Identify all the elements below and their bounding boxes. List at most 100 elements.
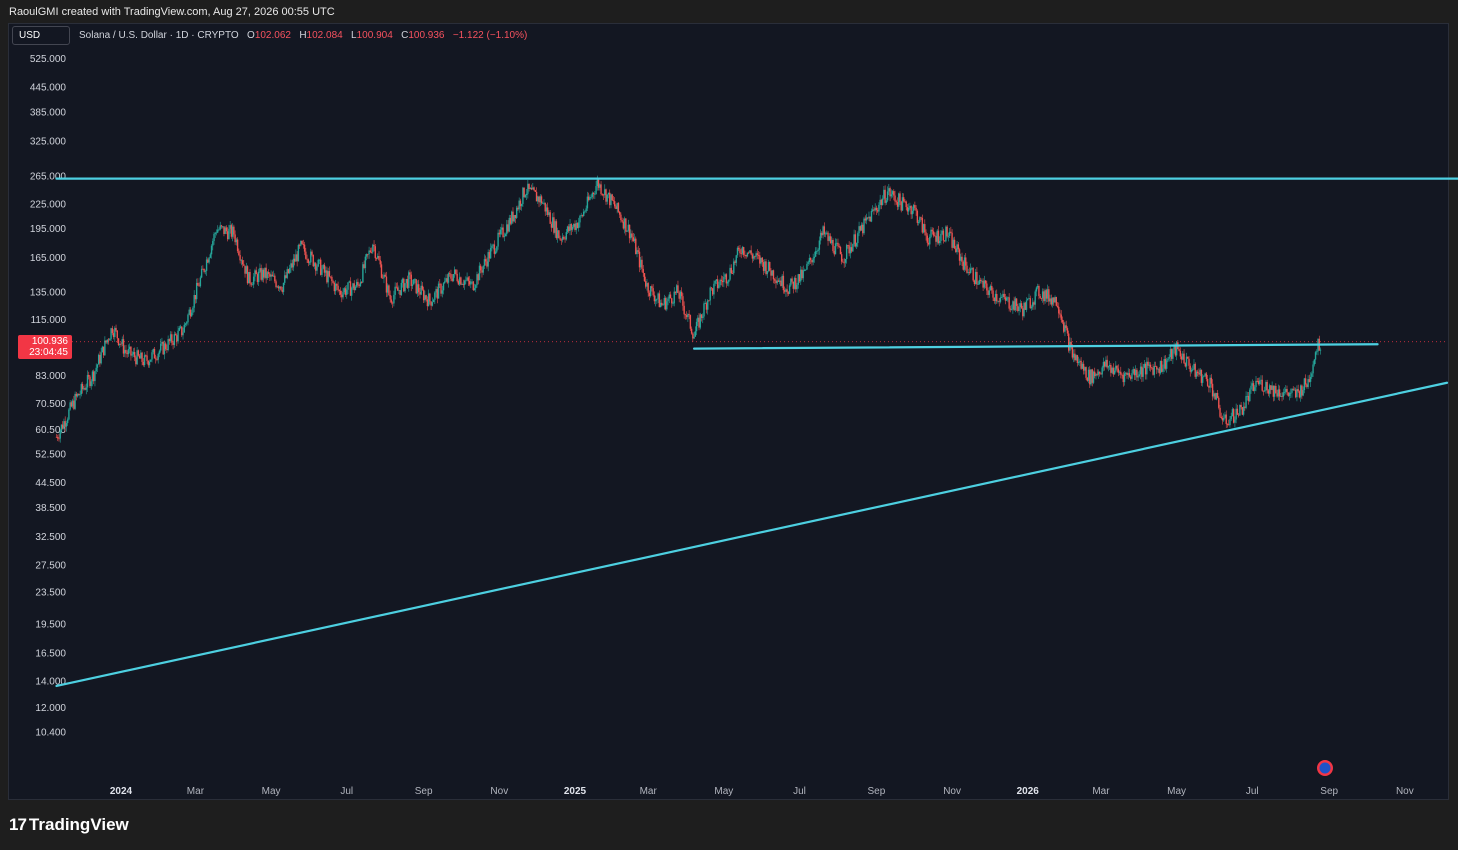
candle-body bbox=[230, 225, 233, 237]
candle-body bbox=[967, 272, 969, 273]
x-tick-year-label: 2024 bbox=[110, 786, 133, 797]
candle-body bbox=[710, 287, 713, 289]
candle-body bbox=[746, 252, 749, 257]
candle-body bbox=[354, 286, 357, 291]
candle-body bbox=[334, 283, 337, 292]
candle-body bbox=[795, 278, 797, 290]
candle-body bbox=[932, 231, 935, 236]
candle-body bbox=[525, 193, 528, 195]
candle-body bbox=[342, 292, 344, 298]
candle-body bbox=[640, 259, 642, 268]
tradingview-logo[interactable]: 17 TradingView bbox=[9, 815, 129, 835]
candle-body bbox=[524, 194, 527, 198]
candle-body bbox=[631, 233, 633, 238]
candle-body bbox=[483, 259, 486, 266]
candle-body bbox=[199, 277, 202, 287]
candle-body bbox=[1208, 385, 1210, 388]
candle-body bbox=[652, 288, 654, 296]
candle-body bbox=[1141, 366, 1143, 377]
candle-body bbox=[1255, 380, 1257, 388]
candle-body bbox=[664, 298, 667, 310]
candle-body bbox=[426, 299, 429, 307]
candle-body bbox=[1165, 360, 1168, 369]
candle-body bbox=[1084, 367, 1086, 371]
candle-body bbox=[560, 239, 563, 241]
candle-body bbox=[826, 232, 828, 234]
candle-body bbox=[607, 192, 610, 195]
candle-body bbox=[1134, 369, 1137, 376]
candle-body bbox=[183, 324, 185, 333]
candle-body bbox=[511, 211, 513, 224]
candle-body bbox=[767, 261, 770, 272]
candle-body bbox=[852, 244, 854, 252]
x-tick-label: Mar bbox=[640, 786, 658, 797]
candle-body bbox=[272, 275, 275, 277]
candle-body bbox=[623, 218, 626, 229]
candle-body bbox=[1161, 360, 1163, 372]
candle-body bbox=[625, 218, 627, 232]
candle-body bbox=[174, 334, 177, 336]
candle-body bbox=[137, 350, 140, 356]
candle-body bbox=[251, 284, 254, 286]
candle-body bbox=[135, 357, 137, 365]
candle-body bbox=[1183, 353, 1185, 364]
candle-body bbox=[931, 229, 933, 232]
symbol-description[interactable]: Solana / U.S. Dollar · 1D · CRYPTO bbox=[79, 30, 239, 41]
candle-body bbox=[1106, 359, 1108, 368]
candle-body bbox=[1311, 373, 1313, 377]
candle-body bbox=[496, 246, 498, 252]
candle-body bbox=[491, 245, 493, 249]
candle-body bbox=[300, 240, 302, 246]
candle-body bbox=[265, 267, 267, 279]
candle-body bbox=[1147, 361, 1149, 366]
candle-body bbox=[212, 241, 214, 246]
candle-body bbox=[487, 252, 489, 267]
candle-body bbox=[1172, 349, 1174, 359]
x-tick-label: Nov bbox=[1396, 786, 1414, 797]
candle-body bbox=[197, 282, 199, 286]
candle-body bbox=[1029, 298, 1031, 309]
candle-body bbox=[1203, 375, 1205, 377]
candle-body bbox=[1291, 388, 1293, 393]
candle-body bbox=[772, 270, 775, 280]
candle-body bbox=[891, 191, 894, 195]
candle-body bbox=[649, 286, 652, 296]
candle-body bbox=[554, 221, 556, 233]
chart-pane[interactable] bbox=[8, 23, 1449, 800]
candle-body bbox=[538, 196, 540, 203]
candle-body bbox=[1103, 361, 1106, 367]
candle-body bbox=[579, 215, 581, 223]
candle-body bbox=[328, 271, 331, 277]
y-tick-label: 32.500 bbox=[35, 532, 66, 543]
candle-body bbox=[945, 226, 947, 242]
candle-body bbox=[229, 225, 231, 229]
candle-body bbox=[111, 328, 114, 334]
candle-body bbox=[936, 230, 938, 242]
candle-body bbox=[188, 309, 190, 315]
candle-body bbox=[124, 349, 126, 354]
candle-body bbox=[484, 259, 487, 262]
candle-body bbox=[522, 187, 524, 204]
candle-body bbox=[453, 269, 456, 275]
candle-body bbox=[115, 327, 117, 331]
candle-body bbox=[86, 375, 89, 388]
candle-body bbox=[463, 280, 466, 285]
candle-body bbox=[182, 332, 184, 336]
candle-body bbox=[1017, 305, 1019, 312]
candle-body bbox=[551, 217, 554, 228]
y-tick-label: 12.000 bbox=[35, 703, 66, 714]
candle-body bbox=[220, 225, 223, 227]
candle-body bbox=[100, 352, 102, 364]
candle-body bbox=[627, 224, 630, 231]
candle-body bbox=[1192, 369, 1194, 371]
candle-body bbox=[393, 294, 395, 304]
candle-body bbox=[802, 270, 804, 279]
candle-body bbox=[148, 361, 151, 366]
candle-body bbox=[215, 232, 218, 234]
y-tick-label: 525.000 bbox=[30, 54, 67, 65]
candle-body bbox=[1293, 389, 1296, 391]
candle-body bbox=[833, 250, 835, 255]
currency-selector[interactable]: USD bbox=[12, 26, 70, 45]
candle-body bbox=[943, 240, 946, 242]
